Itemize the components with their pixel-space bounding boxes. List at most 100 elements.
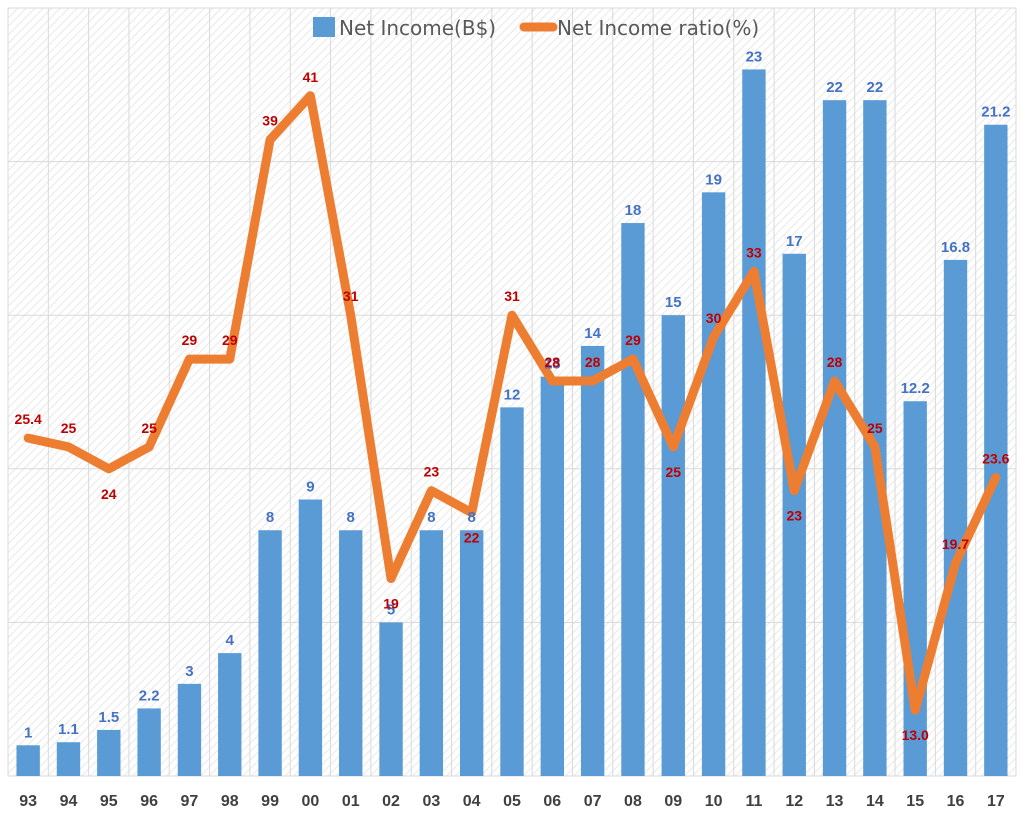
line-label-01: 31	[343, 288, 359, 304]
bar-label-97: 3	[185, 663, 193, 680]
line-label-15: 13.0	[902, 727, 929, 743]
x-tick-11: 11	[745, 793, 762, 810]
bar-17	[984, 124, 1008, 776]
x-tick-09: 09	[664, 793, 682, 810]
line-label-09: 25	[665, 464, 681, 480]
x-tick-95: 95	[100, 793, 118, 810]
line-label-02: 19	[383, 596, 399, 612]
x-tick-03: 03	[422, 793, 440, 810]
bar-label-99: 8	[266, 509, 274, 526]
bar-05	[500, 407, 524, 776]
line-label-12: 23	[786, 508, 802, 524]
line-label-97: 29	[182, 332, 198, 348]
x-tick-94: 94	[60, 793, 78, 810]
line-label-13: 28	[827, 354, 843, 370]
bar-label-10: 19	[705, 171, 722, 188]
bar-label-06: 13	[544, 356, 561, 373]
bar-label-93: 1	[24, 724, 32, 741]
bar-label-08: 18	[625, 202, 642, 219]
bar-label-14: 22	[867, 79, 884, 96]
x-tick-08: 08	[624, 793, 642, 810]
x-tick-05: 05	[503, 793, 521, 810]
bar-16	[943, 259, 968, 776]
line-label-94: 25	[61, 420, 77, 436]
bar-07	[580, 345, 605, 776]
line-series	[23, 91, 1001, 715]
bar-label-05: 12	[504, 386, 521, 403]
x-tick-15: 15	[906, 793, 924, 810]
x-tick-00: 00	[302, 793, 320, 810]
bar-13	[822, 100, 847, 776]
bar-label-17: 21.2	[981, 104, 1010, 121]
x-tick-14: 14	[866, 793, 884, 810]
legend-label-net-income: Net Income(B$)	[339, 16, 496, 40]
bar-label-11: 23	[746, 48, 763, 65]
bar-label-00: 9	[306, 479, 314, 496]
x-tick-93: 93	[19, 793, 37, 810]
bar-label-96: 2.2	[139, 687, 160, 704]
bar-98	[218, 653, 242, 776]
x-tick-16: 16	[947, 793, 965, 810]
bar-label-12: 17	[786, 233, 803, 250]
bar-99	[258, 530, 282, 776]
line-label-16: 19.7	[942, 536, 969, 552]
bar-08	[621, 223, 645, 777]
bar-04	[459, 530, 484, 776]
bar-label-07: 14	[584, 325, 601, 342]
bar-label-94: 1.1	[58, 721, 79, 738]
bar-12	[782, 253, 806, 776]
bar-10	[701, 192, 726, 776]
bar-14	[863, 100, 887, 776]
bar-label-01: 8	[347, 509, 355, 526]
legend-swatch-net-income	[313, 17, 335, 37]
bar-label-04: 8	[468, 509, 476, 526]
bar-label-15: 12.2	[901, 380, 930, 397]
bar-label-98: 4	[226, 632, 235, 649]
line-label-10: 30	[706, 310, 722, 326]
bar-97	[177, 683, 202, 776]
bar-data-labels: 1 1.1 1.5 2.2 3 4 8 9 8 5 8 8 12 13 14 18 15 19 23 17 22 22 12…	[24, 48, 1010, 741]
line-label-08: 29	[625, 332, 641, 348]
line-label-11: 33	[746, 244, 762, 260]
bar-93	[16, 745, 40, 776]
line-label-17: 23.6	[982, 451, 1009, 467]
bar-09	[661, 315, 685, 776]
bar-95	[97, 729, 121, 776]
bar-label-09: 15	[665, 294, 682, 311]
x-tick-12: 12	[785, 793, 803, 810]
line-label-93: 25.4	[15, 411, 42, 427]
bar-96	[137, 708, 161, 776]
bar-label-03: 8	[427, 509, 435, 526]
x-tick-04: 04	[463, 793, 481, 810]
x-tick-01: 01	[342, 793, 360, 810]
line-label-04: 22	[464, 530, 480, 546]
bar-label-95: 1.5	[98, 709, 119, 726]
x-tick-13: 13	[826, 793, 844, 810]
bar-00	[298, 499, 323, 776]
x-tick-07: 07	[584, 793, 602, 810]
legend-label-ratio: Net Income ratio(%)	[557, 16, 759, 40]
line-label-98: 29	[222, 332, 238, 348]
bar-01	[339, 530, 363, 776]
line-label-96: 25	[141, 420, 157, 436]
bar-06	[540, 376, 565, 776]
x-tick-97: 97	[181, 793, 199, 810]
line-label-07: 28	[585, 354, 601, 370]
x-tick-10: 10	[705, 793, 723, 810]
x-axis-ticks: 93 94 95 96 97 98 99 00 01 02 03 04 05 06 07 08 09 10 11 12…	[19, 793, 1005, 810]
x-tick-99: 99	[261, 793, 279, 810]
line-label-95: 24	[101, 486, 117, 502]
x-tick-02: 02	[382, 793, 400, 810]
bar-03	[419, 530, 444, 776]
bar-94	[56, 742, 81, 776]
x-tick-96: 96	[140, 793, 158, 810]
x-tick-06: 06	[543, 793, 561, 810]
line-label-03: 23	[424, 464, 440, 480]
line-label-06: 28	[545, 354, 561, 370]
line-label-00: 41	[303, 69, 319, 85]
bar-label-02: 5	[387, 601, 395, 618]
line-label-05: 31	[504, 288, 520, 304]
ratio-line	[23, 91, 1001, 715]
